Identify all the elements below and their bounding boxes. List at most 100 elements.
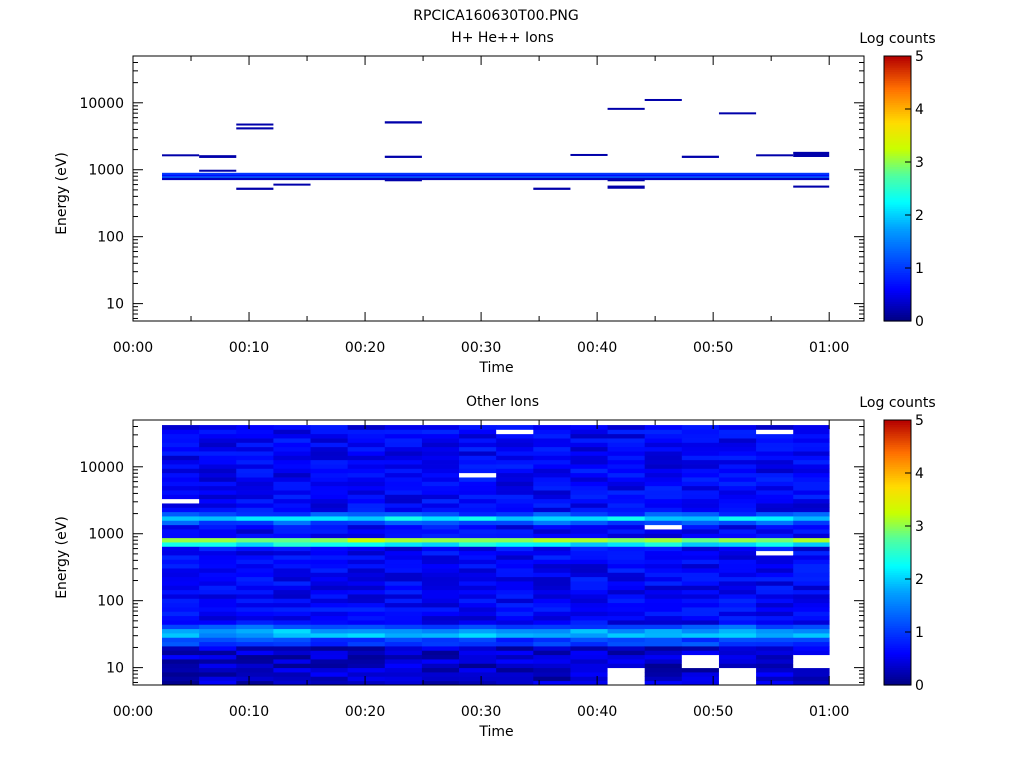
heatmap-cell: [273, 568, 311, 573]
colorbar-swatch: [884, 437, 911, 441]
colorbar-swatch: [884, 89, 911, 92]
heatmap-cell: [681, 667, 720, 673]
heatmap-cell: [570, 559, 608, 565]
heatmap-cell: [162, 628, 200, 634]
heatmap-cell: [459, 672, 497, 677]
heatmap-cell: [459, 550, 497, 556]
heatmap-cell: [681, 537, 720, 543]
colorbar-swatch: [884, 208, 911, 212]
colorbar-swatch: [884, 503, 911, 507]
heatmap-cell: [756, 446, 794, 452]
colorbar-swatch: [884, 680, 911, 684]
heatmap-cell: [384, 581, 423, 586]
heatmap-cell: [459, 663, 497, 669]
heatmap-cell: [718, 537, 757, 543]
heatmap-cell: [644, 663, 683, 669]
heatmap-cell: [310, 550, 349, 556]
heatmap-cell: [533, 455, 571, 461]
colorbar-swatch: [884, 625, 911, 629]
heatmap-cell: [793, 511, 830, 517]
heatmap-cell: [496, 594, 534, 599]
heatmap-cell: [162, 451, 200, 456]
heatmap-cell: [347, 576, 386, 582]
colorbar-swatch: [884, 563, 911, 567]
heatmap-cell: [607, 654, 646, 660]
heatmap-cell: [607, 429, 646, 435]
heatmap-cell: [384, 425, 423, 430]
heatmap-cell: [496, 520, 534, 526]
heatmap-cell: [459, 624, 497, 630]
heatmap-cell: [310, 507, 349, 513]
heatmap-cell: [496, 537, 534, 543]
heatmap-cell: [793, 602, 830, 608]
heatmap-cell: [644, 641, 683, 647]
heatmap-cell: [347, 611, 386, 617]
colorbar-tick-label: 0: [915, 314, 924, 330]
colorbar-swatch: [884, 678, 911, 682]
heatmap-cell: [570, 620, 608, 625]
heatmap-cell: [756, 628, 794, 634]
heatmap-cell: [533, 555, 571, 560]
colorbar-swatch: [884, 669, 911, 673]
heatmap-cell: [162, 563, 200, 569]
heatmap-cell: [570, 615, 608, 621]
heatmap-cell: [644, 546, 683, 552]
heatmap-cell: [421, 581, 460, 586]
colorbar-swatch: [884, 649, 911, 653]
heatmap-cell: [199, 516, 237, 521]
colorbar-swatch: [884, 276, 911, 280]
heatmap-cell: [607, 563, 646, 569]
heatmap-cell: [236, 672, 274, 677]
heatmap-cell: [570, 438, 608, 443]
heatmap-cell: [384, 572, 423, 578]
heatmap-cell: [162, 646, 200, 651]
heatmap-cell: [644, 472, 683, 478]
heatmap-cell: [718, 503, 757, 508]
heatmap-cell: [347, 472, 386, 478]
colorbar-swatch: [884, 274, 911, 278]
heatmap-cell: [384, 550, 423, 556]
colorbar-swatch: [884, 671, 911, 675]
heatmap-cell: [384, 667, 423, 673]
colorbar-swatch: [884, 164, 911, 168]
colorbar-swatch: [884, 523, 911, 527]
heatmap-cell: [793, 546, 830, 552]
heatmap-cell: [310, 663, 349, 669]
heatmap-cell: [607, 607, 646, 612]
heatmap-cell: [347, 481, 386, 487]
heatmap-cell: [644, 598, 683, 604]
colorbar-swatch: [884, 294, 911, 298]
heatmap-cell: [607, 572, 646, 578]
heatmap-cell: [421, 676, 460, 682]
heatmap-cell: [459, 451, 497, 456]
heatmap-cell: [421, 594, 460, 599]
heatmap-cell: [570, 425, 608, 430]
colorbar-swatch: [884, 170, 911, 174]
heatmap-cell: [793, 485, 830, 491]
heatmap-cell: [347, 680, 386, 686]
heatmap-cell: [718, 559, 757, 565]
heatmap-cell: [644, 442, 683, 448]
heatmap-cell: [496, 663, 534, 669]
heatmap-cell: [273, 620, 311, 625]
heatmap-cell: [199, 542, 237, 547]
colorbar-swatch: [884, 545, 911, 549]
heatmap-cell: [756, 433, 794, 439]
heatmap-cell: [570, 477, 608, 482]
heatmap-cell: [607, 568, 646, 573]
x-tick-label: 00:00: [113, 340, 153, 356]
heatmap-cell: [199, 464, 237, 469]
heatmap-cell: [162, 524, 200, 530]
colorbar-swatch: [884, 120, 911, 123]
heatmap-cell: [199, 646, 237, 651]
heatmap-cell: [793, 576, 830, 582]
colorbar-swatch: [884, 195, 911, 198]
heatmap-cell: [496, 433, 534, 439]
colorbar-swatch: [884, 645, 911, 649]
heatmap-cell: [421, 498, 460, 504]
heatmap-cell: [681, 451, 720, 456]
heatmap-cell: [533, 542, 571, 547]
heatmap-cell: [533, 594, 571, 599]
heatmap-cell: [496, 628, 534, 634]
heatmap-cell: [756, 563, 794, 569]
